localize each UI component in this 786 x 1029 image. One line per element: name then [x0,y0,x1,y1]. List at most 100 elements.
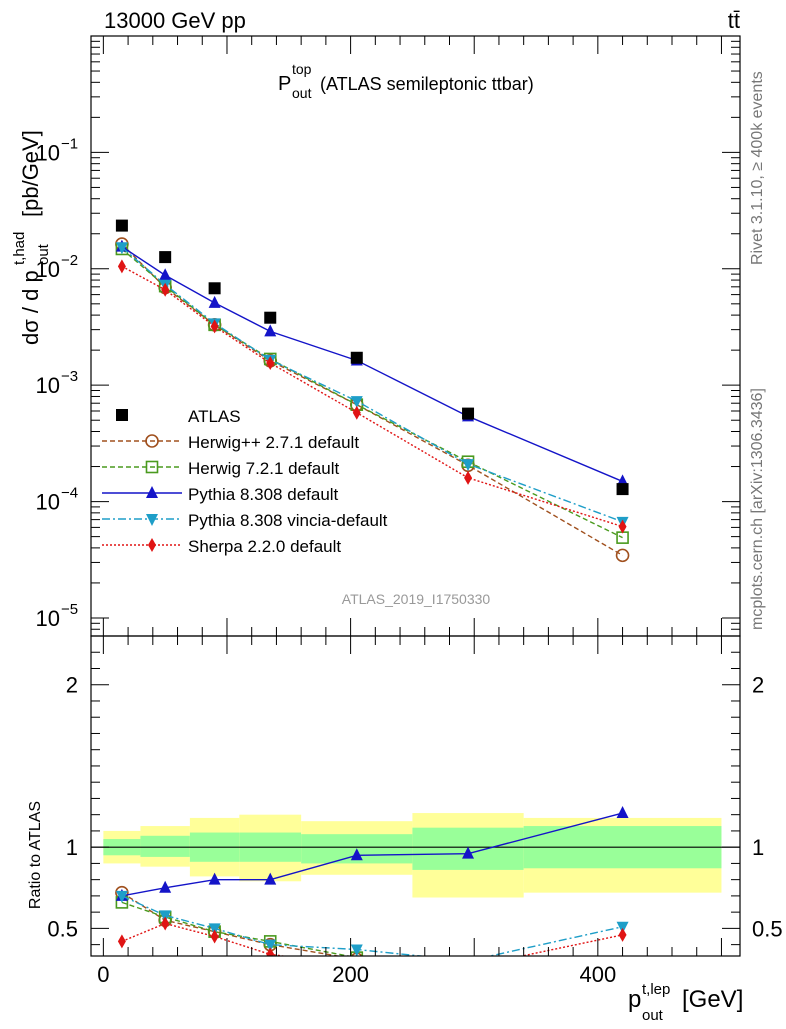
ratio-point [159,910,172,923]
legend-marker [146,514,158,526]
x-tick-label: 400 [579,962,616,987]
series-point [464,470,473,485]
ratio-point [115,890,128,903]
series-line [121,246,623,523]
y-tick-label-exp: −5 [61,601,78,618]
title-rest: (ATLAS semileptonic ttbar) [320,74,534,94]
ratio-point [161,916,170,931]
series-point [615,548,630,563]
ratio-point [618,927,627,942]
y-tick-label-ratio: 2 [66,673,78,698]
svg-text:dσ / d p: dσ / d p [18,270,43,345]
x-tick-label: 200 [332,962,369,987]
y-tick-label-exp: −4 [61,485,78,502]
data-point [115,219,128,232]
title-main: P [278,73,291,95]
analysis-watermark: ATLAS_2019_I1750330 [342,591,491,607]
data-point [462,407,475,420]
svg-text:out: out [35,243,52,265]
svg-text:t,lep: t,lep [642,981,670,998]
svg-text:t,had: t,had [11,232,28,265]
legend-label: Pythia 8.308 vincia-default [188,511,388,530]
mcplots-text: mcplots.cern.ch [arXiv:1306.3436] [749,388,766,630]
series-line [121,243,623,556]
series-point [208,295,221,308]
ratio-panel: 0.5 0.5 1 1 2 2 0 200 400 [47,635,783,987]
ratio-line [121,922,623,956]
legend-label: Herwig++ 2.7.1 default [188,433,359,452]
data-point [616,483,629,496]
ratio-point [464,960,472,974]
y-tick-label-exp: −3 [61,368,78,385]
plot-title: P top out (ATLAS semileptonic ttbar) [278,61,534,101]
y-tick-label-ratio: 1 [66,835,78,860]
ratio-point [350,944,363,956]
y-tick-label-ratio-right: 0.5 [752,916,783,941]
ratio-frame [90,635,741,957]
main-panel: 10−510−410−310−210−1 [36,35,741,637]
ratio-point [266,947,275,956]
legend-marker [116,409,128,421]
svg-text:[GeV]: [GeV] [682,986,743,1013]
uncertainty-band-inner [140,835,190,857]
y-tick-label-ratio-right: 2 [752,673,764,698]
ratio-point [617,965,628,976]
svg-text:P: P [278,73,291,95]
header-process-label: tt̄ [728,8,740,33]
y-tick-label-main: 10 [36,490,60,515]
svg-text:out: out [642,1007,664,1024]
x-tick-label: 0 [97,962,109,987]
ratio-point [616,921,629,934]
ratio-point [210,929,219,944]
header-energy-label: 13000 GeV pp [104,8,246,33]
y-tick-label-ratio-right: 1 [752,835,764,860]
ratio-plot-area [91,806,740,976]
legend-marker [146,486,158,498]
ratio-point [208,872,221,885]
y-axis-label-ratio: Ratio to ATLAS [27,801,44,909]
series-point [462,459,475,472]
y-tick-label-main: 10 [36,140,60,165]
x-axis-label: p t,lep out [GeV] [628,981,743,1024]
series-point [264,324,277,337]
y-tick-label-exp: −1 [61,135,78,152]
data-point [350,351,363,364]
ratio-point [463,962,474,973]
ratio-point [616,806,629,819]
y-tick-label-main: 10 [36,606,60,631]
series-point [266,356,275,371]
y-tick-label-main: 10 [36,257,60,282]
series-point [117,259,126,274]
legend-marker [148,538,156,552]
legend-label: Herwig 7.2.1 default [188,459,339,478]
legend-label: Sherpa 2.2.0 default [188,537,341,556]
y-axis-label-main: dσ / d p t,had out [pb/GeV] [11,130,52,345]
y-tick-label-main: 10 [36,373,60,398]
series-point [115,242,128,255]
ratio-point [462,961,474,973]
series-point [352,405,361,420]
rivet-version-text: Rivet 3.1.10, ≥ 400k events [749,71,766,265]
data-point [208,282,221,295]
title-sub: out [292,85,312,101]
ratio-line [121,901,352,956]
ratio-point [208,923,221,936]
svg-text:p: p [628,986,641,1013]
title-sup: top [292,61,312,77]
y-tick-label-ratio: 0.5 [47,916,78,941]
legend-marker [145,434,159,448]
ratio-point [159,880,172,893]
ratio-point [350,848,363,861]
ratio-point [264,939,277,952]
main-plot-area [115,219,630,563]
data-point [159,251,172,264]
ratio-point [462,955,475,956]
legend-marker [145,460,159,474]
svg-text:[pb/GeV]: [pb/GeV] [18,130,43,217]
series-point [210,319,219,334]
ratio-point [264,872,277,885]
legend-label: ATLAS [188,407,241,426]
ratio-point [462,846,475,859]
